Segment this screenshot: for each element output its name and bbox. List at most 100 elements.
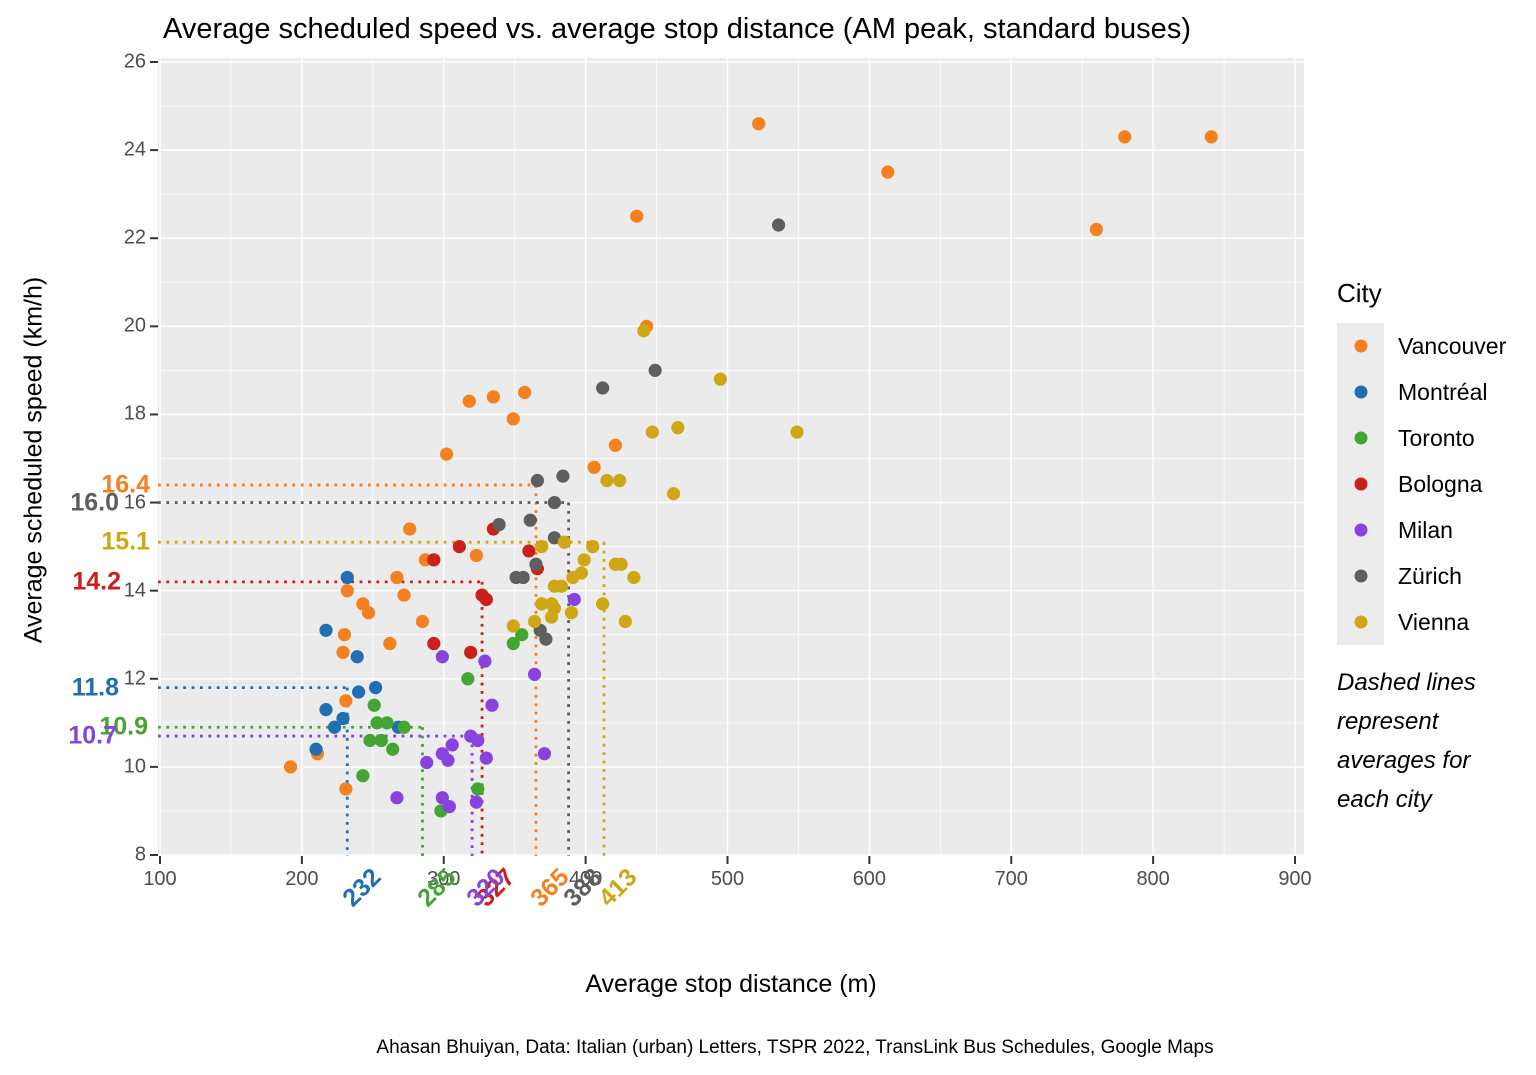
data-point bbox=[435, 650, 449, 664]
y-tick-label: 16 bbox=[123, 491, 146, 514]
legend-entries: Vancouver Montréal Toronto Bologna Milan Züri… bbox=[1337, 323, 1533, 645]
avg-speed-label-Montréal: 11.8 bbox=[71, 673, 119, 702]
axis-tick-marks bbox=[150, 61, 1296, 864]
data-point bbox=[464, 645, 478, 659]
panel-background bbox=[158, 58, 1304, 856]
data-point bbox=[671, 421, 685, 435]
data-point bbox=[515, 628, 529, 642]
data-point bbox=[637, 324, 651, 338]
data-point bbox=[596, 381, 610, 395]
x-tick-label: 800 bbox=[1136, 868, 1170, 890]
legend: City Vancouver Montréal Toronto Bologna Mila… bbox=[1337, 278, 1533, 819]
x-tick-label: 100 bbox=[143, 868, 177, 890]
data-point bbox=[435, 791, 449, 805]
data-point bbox=[469, 548, 483, 563]
avg-speed-label-Vienna: 15.1 bbox=[101, 527, 150, 556]
data-point bbox=[336, 645, 350, 659]
data-point bbox=[564, 606, 579, 620]
data-point bbox=[471, 782, 485, 796]
data-point bbox=[627, 570, 641, 585]
legend-dot-icon bbox=[1354, 431, 1367, 445]
data-point bbox=[363, 733, 377, 748]
data-point bbox=[539, 632, 553, 646]
data-point bbox=[319, 623, 333, 637]
data-point bbox=[506, 636, 520, 651]
data-point bbox=[586, 540, 600, 554]
x-tick-label: 500 bbox=[710, 868, 745, 890]
data-point bbox=[544, 610, 559, 624]
data-point bbox=[554, 579, 569, 593]
data-point bbox=[790, 425, 804, 439]
legend-dot-icon bbox=[1354, 385, 1367, 399]
y-tick-label: 22 bbox=[123, 226, 146, 249]
data-point bbox=[547, 531, 562, 545]
data-point bbox=[350, 650, 364, 664]
legend-entry-Bologna: Bologna bbox=[1337, 461, 1533, 507]
legend-entry-label: Montréal bbox=[1398, 378, 1488, 405]
legend-note: Dashed lines represent averages for each… bbox=[1337, 669, 1476, 813]
data-point bbox=[547, 495, 562, 510]
data-point bbox=[527, 667, 542, 681]
data-point bbox=[529, 557, 543, 571]
data-point bbox=[1089, 222, 1103, 237]
legend-entry-Zürich: Zürich bbox=[1337, 553, 1533, 599]
legend-entry-Toronto: Toronto bbox=[1337, 415, 1533, 461]
data-point bbox=[618, 614, 632, 629]
avg-speed-label-Milan: 10.7 bbox=[68, 721, 117, 750]
data-point bbox=[339, 694, 353, 708]
legend-entry-Montréal: Montréal bbox=[1337, 369, 1533, 415]
avg-speed-label-Bologna: 14.2 bbox=[72, 567, 121, 596]
data-point bbox=[319, 703, 333, 717]
data-point bbox=[427, 636, 441, 651]
y-tick-label: 12 bbox=[123, 667, 146, 690]
gridlines-major bbox=[158, 58, 1304, 856]
legend-entry-label: Bologna bbox=[1398, 470, 1483, 497]
series-Zürich bbox=[492, 218, 786, 646]
legend-dot-icon bbox=[1354, 523, 1367, 537]
data-point bbox=[522, 544, 536, 558]
data-point bbox=[1204, 130, 1218, 144]
x-tick-label: 900 bbox=[1278, 868, 1312, 890]
data-point bbox=[479, 751, 493, 765]
data-point bbox=[340, 570, 354, 585]
data-point bbox=[352, 685, 366, 699]
legend-key bbox=[1337, 461, 1384, 507]
data-point bbox=[370, 716, 384, 730]
data-point bbox=[587, 460, 601, 474]
data-point bbox=[397, 588, 411, 602]
legend-key bbox=[1337, 599, 1384, 645]
data-point bbox=[380, 716, 394, 730]
data-point bbox=[881, 165, 895, 179]
legend-key bbox=[1337, 553, 1384, 599]
data-point bbox=[713, 372, 728, 386]
y-tick-label: 14 bbox=[123, 579, 146, 602]
data-point bbox=[486, 390, 501, 404]
y-tick-label: 8 bbox=[134, 843, 146, 866]
data-point bbox=[535, 540, 549, 554]
data-point bbox=[441, 753, 455, 767]
avg-speed-label-Zürich: 16.0 bbox=[70, 488, 119, 517]
x-tick-label: 600 bbox=[852, 868, 887, 890]
data-point bbox=[567, 592, 581, 607]
data-point bbox=[386, 742, 400, 756]
data-point bbox=[648, 363, 662, 377]
data-point bbox=[462, 394, 476, 408]
data-point bbox=[537, 747, 552, 761]
data-point bbox=[383, 636, 397, 651]
data-point bbox=[557, 535, 571, 549]
data-point bbox=[397, 720, 411, 734]
legend-dot-icon bbox=[1354, 477, 1367, 491]
chart-title: Average scheduled speed vs. average stop… bbox=[163, 13, 1191, 45]
legend-key bbox=[1337, 507, 1384, 553]
data-point bbox=[492, 517, 506, 532]
data-point bbox=[374, 733, 388, 748]
legend-dot-icon bbox=[1354, 615, 1367, 629]
data-point bbox=[327, 720, 342, 734]
data-point bbox=[337, 628, 352, 642]
data-point bbox=[390, 570, 404, 585]
data-point bbox=[445, 738, 459, 752]
data-point bbox=[518, 385, 532, 400]
data-point bbox=[577, 553, 591, 567]
data-point bbox=[478, 654, 492, 668]
legend-key bbox=[1337, 415, 1384, 461]
